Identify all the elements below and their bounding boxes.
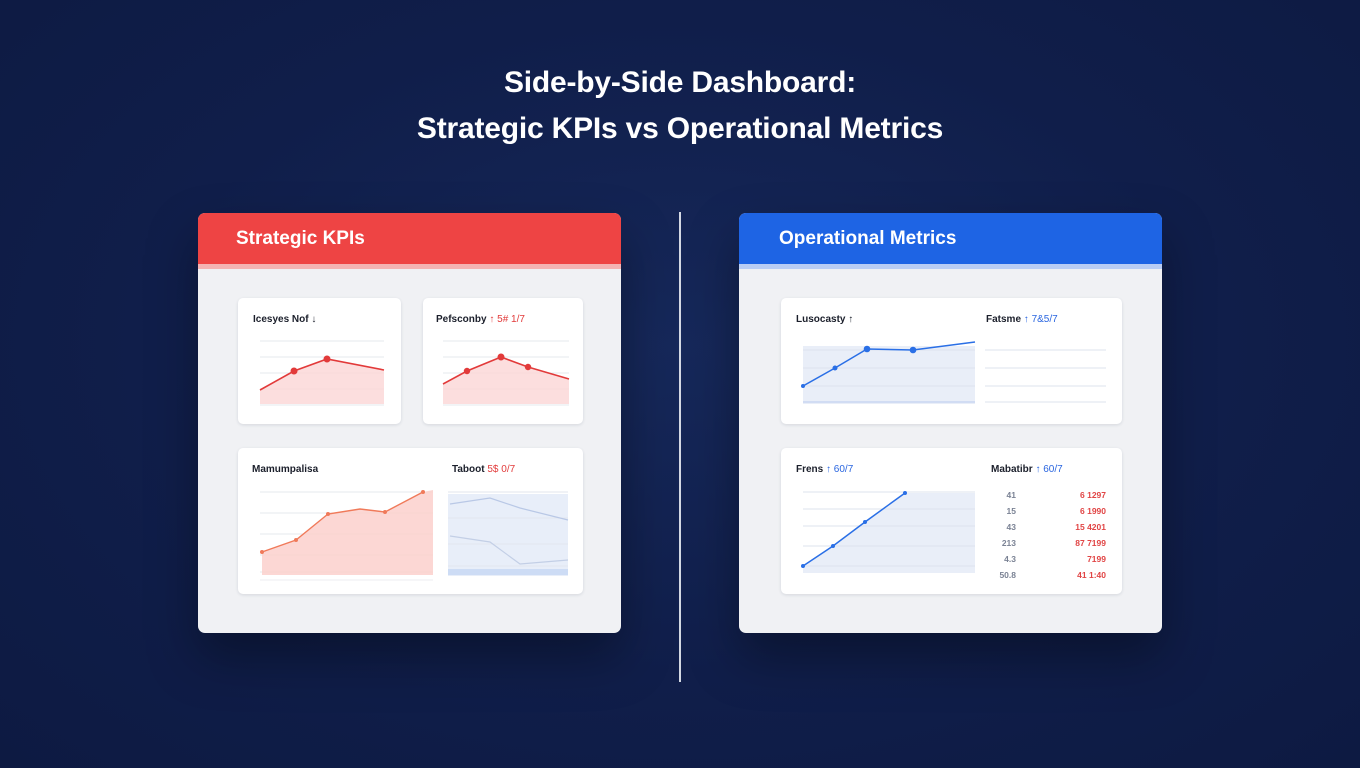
- strategic-card-1[interactable]: Icesyes Nof ↓: [238, 298, 401, 424]
- operational-metrics-table: 41 6 1297 15 6 1990 43 15 4201 213 87 7199 4…: [999, 490, 1106, 580]
- strategic-kpis-header: Strategic KPIs: [198, 213, 621, 269]
- operational-card-1[interactable]: Lusocasty ↑ Fatsme ↑ 7&5/7: [781, 298, 1122, 424]
- operational-card-3[interactable]: Frens ↑ 60/7 Mabatibr ↑ 60/7 41 6 1297 15…: [781, 448, 1122, 594]
- strategic-card-1-chart: [238, 340, 401, 412]
- operational-card-1-chart: [801, 341, 1106, 404]
- strategic-kpis-panel: Strategic KPIs Icesyes Nof ↓ Pefsconby ↑…: [198, 213, 621, 633]
- strategic-card-3[interactable]: Mamumpalisa Taboot 5$ 0/7: [238, 448, 583, 594]
- strategic-card-3-chart: [260, 490, 569, 581]
- strategic-card-1-title: Icesyes Nof ↓: [253, 314, 317, 325]
- operational-metrics-header: Operational Metrics: [739, 213, 1162, 269]
- operational-metrics-panel: Operational Metrics Lusocasty ↑ Fatsme ↑…: [739, 213, 1162, 633]
- title-line-1: Side-by-Side Dashboard:: [503, 66, 857, 99]
- operational-card-2-title: Fatsme ↑ 7&5/7: [986, 314, 1058, 325]
- strategic-card-4-title: Taboot 5$ 0/7: [452, 464, 516, 475]
- operational-card-3-chart: [801, 491, 975, 573]
- strategic-card-3-title: Mamumpalisa: [252, 464, 319, 475]
- operational-card-1-title: Lusocasty ↑: [796, 314, 854, 325]
- operational-card-3-title: Frens ↑ 60/7: [796, 464, 854, 475]
- operational-card-4-title: Mabatibr ↑ 60/7: [991, 464, 1063, 475]
- title-line-2: Strategic KPIs vs Operational Metrics: [416, 112, 944, 145]
- strategic-card-2-chart: [442, 340, 570, 406]
- center-divider: [679, 212, 681, 682]
- strategic-card-2[interactable]: Pefsconby ↑ 5# 1/7: [423, 298, 583, 424]
- strategic-card-2-title: Pefsconby ↑ 5# 1/7: [436, 314, 525, 325]
